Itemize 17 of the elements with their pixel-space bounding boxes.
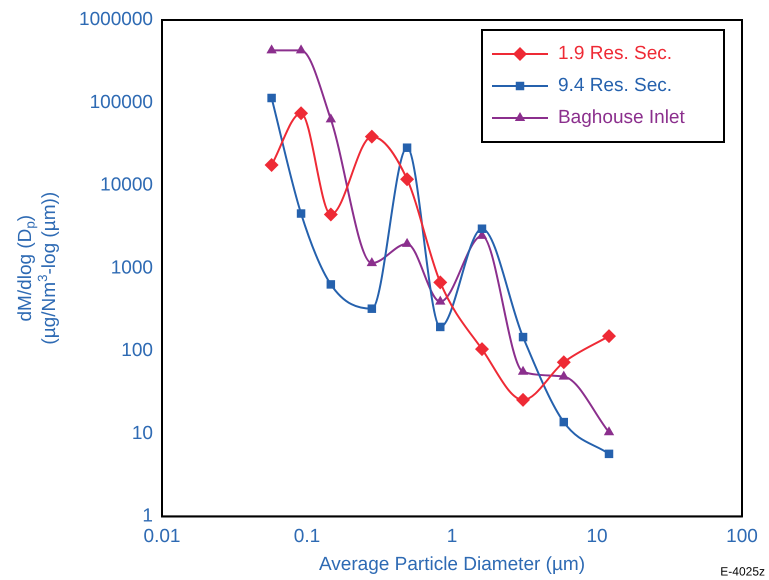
legend-label: 9.4 Res. Sec. [558,75,672,96]
y-tick-label: 100 [121,340,153,362]
y-tick-label: 1000 [110,257,153,278]
x-tick-label: 100 [726,526,758,548]
x-axis-title: Average Particle Diameter (µm) [318,554,586,575]
y-tick-label: 10 [132,422,153,444]
x-tick-label: 0.1 [294,526,320,548]
y-tick-label: 1000000 [79,9,153,30]
x-tick-label: 1 [446,526,458,548]
y-tick-label: 100000 [90,92,153,113]
y-tick-label: 10000 [100,174,153,196]
y-tick-label: 1 [142,506,153,527]
legend-label: Baghouse Inlet [558,107,686,128]
x-tick-label: 0.01 [144,526,180,548]
legend-label: 1.9 Res. Sec. [558,43,672,64]
x-tick-label: 10 [586,526,608,548]
text: E-4025z [720,564,765,578]
